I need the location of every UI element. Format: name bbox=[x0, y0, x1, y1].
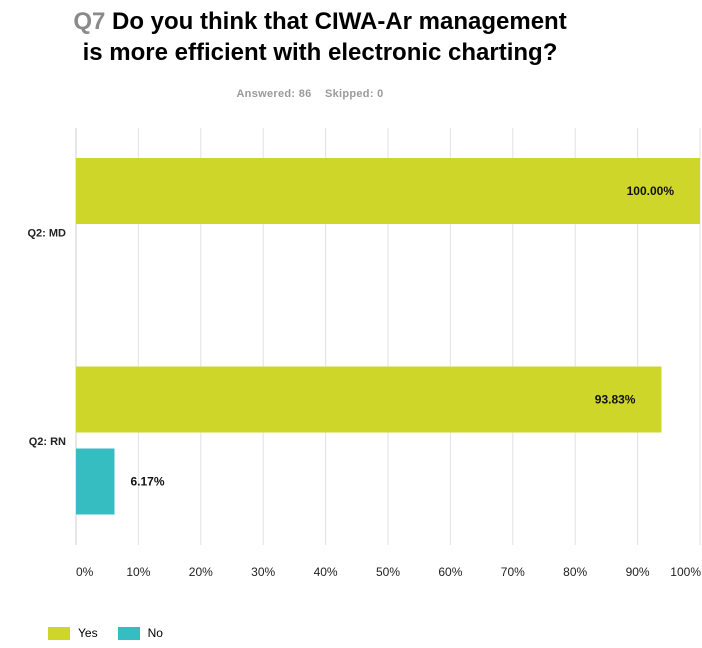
chart-legend: Yes No bbox=[48, 626, 163, 640]
bar-yes bbox=[76, 158, 700, 224]
x-tick-label: 90% bbox=[626, 565, 650, 579]
skipped-count: Skipped: 0 bbox=[324, 88, 384, 100]
legend-label-no: No bbox=[147, 626, 163, 640]
x-tick-label: 40% bbox=[314, 565, 338, 579]
chart-title: Q7 Do you think that CIWA-Ar management … bbox=[0, 6, 640, 68]
data-label: 6.17% bbox=[131, 475, 165, 489]
bar-chart: 0% 10% 20% 30% 40% 50% 60% 70% 80% 90% 100% Q2: MD 1… bbox=[28, 128, 701, 579]
question-number: Q7 bbox=[73, 8, 106, 35]
question-text-line2: is more efficient with electronic charti… bbox=[82, 39, 558, 66]
question-text-line1: Do you think that CIWA-Ar management bbox=[112, 8, 567, 35]
bar-yes bbox=[76, 366, 662, 433]
x-tick-label: 0% bbox=[76, 565, 94, 579]
x-tick-label: 10% bbox=[126, 565, 150, 579]
x-tick-label: 30% bbox=[251, 565, 275, 579]
x-tick-label: 60% bbox=[438, 565, 462, 579]
data-label: 93.83% bbox=[595, 393, 636, 407]
category-label: Q2: MD bbox=[28, 227, 67, 239]
data-label: 100.00% bbox=[627, 184, 675, 198]
bar-no bbox=[76, 448, 115, 515]
legend-swatch-no bbox=[117, 626, 140, 640]
category-label: Q2: RN bbox=[29, 436, 66, 448]
x-tick-label: 50% bbox=[376, 565, 400, 579]
x-tick-label: 100% bbox=[670, 565, 701, 579]
x-tick-label: 70% bbox=[501, 565, 525, 579]
x-tick-label: 20% bbox=[189, 565, 213, 579]
legend-item-no: No bbox=[117, 626, 163, 640]
legend-swatch-yes bbox=[48, 626, 70, 640]
answered-count: Answered: 86 bbox=[236, 88, 312, 100]
response-summary: Answered: 86 Skipped: 0 bbox=[0, 88, 620, 100]
x-tick-label: 80% bbox=[563, 565, 587, 579]
legend-label-yes: Yes bbox=[78, 626, 98, 640]
legend-item-yes: Yes bbox=[48, 626, 98, 640]
